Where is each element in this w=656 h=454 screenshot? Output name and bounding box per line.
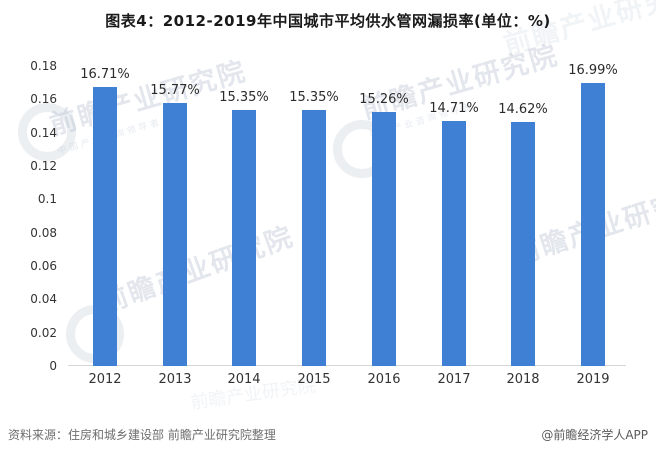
bar-value-label: 16.71% <box>80 67 130 82</box>
x-axis-tick: 2014 <box>227 372 261 387</box>
chart-title: 图表4：2012-2019年中国城市平均供水管网漏损率(单位：%) <box>105 12 551 30</box>
bar-rect <box>302 110 326 366</box>
bar-value-label: 14.71% <box>429 101 479 116</box>
y-axis-tick: 0.02 <box>30 326 57 340</box>
bar-rect <box>232 110 256 366</box>
bar-value-label: 15.35% <box>289 90 339 105</box>
y-axis-tick: 0.18 <box>30 59 57 73</box>
x-axis-tick: 2015 <box>297 372 331 387</box>
bar-value-label: 15.35% <box>219 90 269 105</box>
watermark-text: 前瞻产业研究院 <box>96 221 299 320</box>
bar-value-label: 15.26% <box>359 92 409 107</box>
y-axis-tick: 0.06 <box>30 259 57 273</box>
bar-rect <box>442 121 466 366</box>
y-axis-tick: 0.08 <box>30 226 57 240</box>
x-axis-tick: 2019 <box>576 372 610 387</box>
bar-rect <box>581 83 605 366</box>
x-axis-tick: 2016 <box>367 372 401 387</box>
x-axis-tick: 2018 <box>506 372 540 387</box>
bar-rect <box>372 112 396 366</box>
bar-value-label: 14.62% <box>498 102 548 117</box>
source-note: 资料来源：住房和城乡建设部 前瞻产业研究院整理 <box>8 428 276 442</box>
y-axis-tick: 0.12 <box>30 159 57 173</box>
bar-rect <box>163 103 187 366</box>
bar-rect <box>511 122 535 366</box>
credit-note: @前瞻经济学人APP <box>541 428 648 442</box>
x-axis-tick: 2012 <box>88 372 122 387</box>
y-axis-tick: 0.16 <box>30 92 57 106</box>
y-axis-tick: 0.14 <box>30 126 57 140</box>
bar-rect <box>93 87 117 366</box>
bar-value-label: 16.99% <box>568 63 618 78</box>
y-axis-tick: 0.04 <box>30 292 57 306</box>
watermark: 前瞻产业研究院 <box>94 214 298 320</box>
y-axis-tick: 0.1 <box>37 192 57 206</box>
bar-value-label: 15.77% <box>150 83 200 98</box>
x-axis-tick: 2017 <box>437 372 471 387</box>
x-axis-line <box>68 365 626 366</box>
y-axis-tick: 0 <box>49 359 57 373</box>
x-axis-tick: 2013 <box>158 372 192 387</box>
